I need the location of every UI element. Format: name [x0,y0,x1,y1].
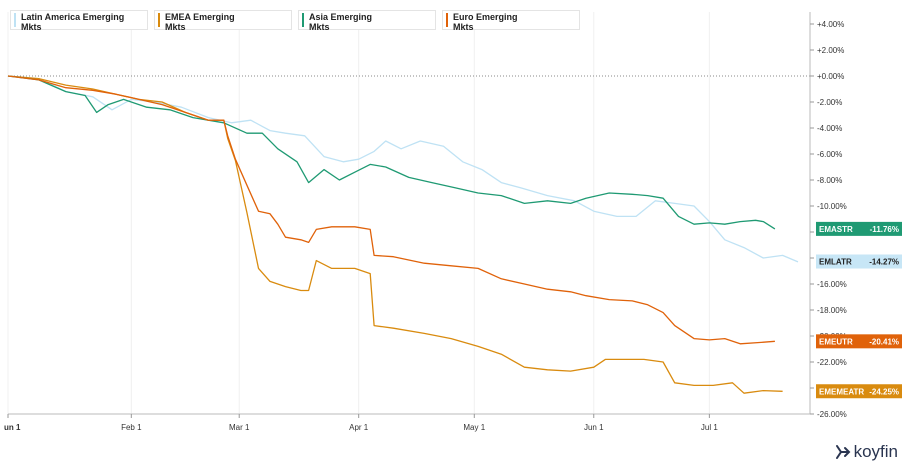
y-tick-label: -18.00% [817,306,847,315]
x-axis-ticks: un 1 Feb 1 Mar 1 Apr 1 May 1 Jun 1 Jul 1 [4,414,718,432]
badge-ticker: EMLATR [819,258,852,267]
badge-background [816,384,902,399]
x-tick-label: Mar 1 [229,423,250,432]
y-tick-label: -26.00% [817,410,847,419]
legend-label-line2: Mkts [165,22,186,32]
badge-emastr: EMASTR -11.76% [816,221,902,236]
legend-label-line1: EMEA Emerging [165,12,235,22]
legend: Latin America Emerging Mkts EMEA Emergin… [10,10,580,32]
logo-text: koyfin [853,442,898,461]
y-tick-label: -6.00% [817,150,842,159]
x-tick-label: May 1 [463,423,485,432]
legend-label-line2: Mkts [21,22,42,32]
badge-background [816,334,902,349]
y-tick-label: -22.00% [817,358,847,367]
koyfin-logo-icon [835,445,850,459]
series-line-emastr [7,75,776,230]
y-tick-label: +0.00% [817,72,844,81]
y-tick-label: -10.00% [817,202,847,211]
series-line-ememeatr [7,75,783,394]
badge-value: -20.41% [869,337,899,346]
y-tick-label: +2.00% [817,46,844,55]
y-tick-label: -16.00% [817,280,847,289]
badge-value: -24.25% [869,387,899,396]
x-tick-label: Jun 1 [584,423,604,432]
gridlines [7,12,710,414]
legend-item-emea[interactable]: EMEA Emerging Mkts [154,10,292,32]
series-line-emeutr [7,75,775,345]
koyfin-logo: koyfin [835,442,898,462]
badge-ticker: EMASTR [819,225,853,234]
badge-emeutr: EMEUTR -20.41% [816,334,902,349]
legend-swatch [14,13,16,27]
y-axis-ticks: +4.00% +2.00% +0.00% -2.00% -4.00% -6.00% -8.0… [810,20,847,419]
legend-label-line2: Mkts [453,22,474,32]
legend-label-line1: Euro Emerging [453,12,518,22]
badge-ticker: EMEMEATR [819,387,864,396]
legend-swatch [302,13,304,27]
badge-ememeatr: EMEMEATR -24.25% [816,384,902,399]
y-tick-label: -2.00% [817,98,842,107]
last-value-badges: EMASTR -11.76%EMLATR -14.27%EMEUTR -20.41%E… [816,221,902,399]
y-tick-label: -8.00% [817,176,842,185]
legend-swatch [446,13,448,27]
legend-label-line2: Mkts [309,22,330,32]
badge-ticker: EMEUTR [819,337,853,346]
y-tick-label: -4.00% [817,124,842,133]
legend-label-line1: Asia Emerging [309,12,373,22]
x-tick-label: Feb 1 [121,423,142,432]
x-tick-label: Apr 1 [349,423,369,432]
badge-emlatr: EMLATR -14.27% [816,254,902,269]
series-layer [7,75,799,394]
badge-value: -11.76% [870,225,899,234]
legend-label-line1: Latin America Emerging [21,12,125,22]
legend-item-euro[interactable]: Euro Emerging Mkts [442,10,580,32]
legend-item-latam[interactable]: Latin America Emerging Mkts [10,10,148,32]
legend-item-asia[interactable]: Asia Emerging Mkts [298,10,436,32]
x-tick-label: un 1 [4,423,21,432]
legend-swatch [158,13,160,27]
badge-background [816,254,902,269]
x-tick-label: Jul 1 [701,423,718,432]
badge-background [816,221,902,236]
series-line-emlatr [7,75,799,263]
y-tick-label: +4.00% [817,20,844,29]
badge-value: -14.27% [869,258,899,267]
